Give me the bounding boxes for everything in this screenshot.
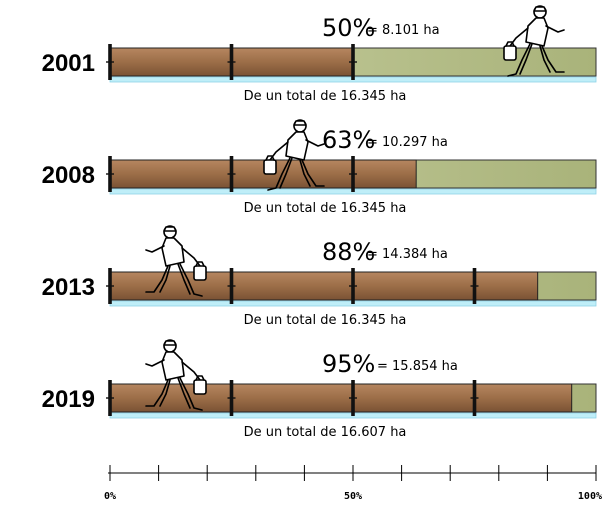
- total-label: De un total de 16.345 ha: [244, 313, 407, 328]
- hectare-label: = 14.384 ha: [367, 247, 448, 262]
- year-label: 2013: [42, 274, 95, 301]
- bar-filled: [109, 383, 573, 413]
- x-tick-label: 100%: [578, 491, 602, 502]
- x-tick-label: 0%: [104, 491, 116, 502]
- chart-row-2019: 2019 95% = 15.854 ha De un total de 16.607 …: [42, 339, 597, 440]
- hectare-label: = 15.854 ha: [377, 359, 458, 374]
- year-label: 2008: [42, 162, 95, 189]
- x-tick-label: 50%: [344, 491, 362, 502]
- hectare-label: = 10.297 ha: [367, 135, 448, 150]
- total-label: De un total de 16.345 ha: [244, 201, 407, 216]
- bar-filled: [109, 159, 417, 189]
- percent-label: 95%: [322, 350, 375, 378]
- percent-label: 63%: [322, 126, 375, 154]
- chart-row-2001: 2001 50%= 8.101 ha De un total de 16.345 h…: [42, 5, 597, 104]
- year-label: 2001: [42, 50, 95, 77]
- percent-label: 50%: [322, 14, 375, 42]
- total-label: De un total de 16.345 ha: [244, 89, 407, 104]
- percent-label: 88%: [322, 238, 375, 266]
- year-label: 2019: [42, 386, 95, 413]
- chart-row-2008: 2008 63%= 10.297 ha De un total de 16.345 …: [42, 119, 597, 216]
- chart-row-2013: 2013 88%= 14.384 ha De un total de 16.345 …: [42, 225, 597, 328]
- hectare-label: = 8.101 ha: [367, 23, 440, 38]
- total-label: De un total de 16.607 ha: [244, 425, 407, 440]
